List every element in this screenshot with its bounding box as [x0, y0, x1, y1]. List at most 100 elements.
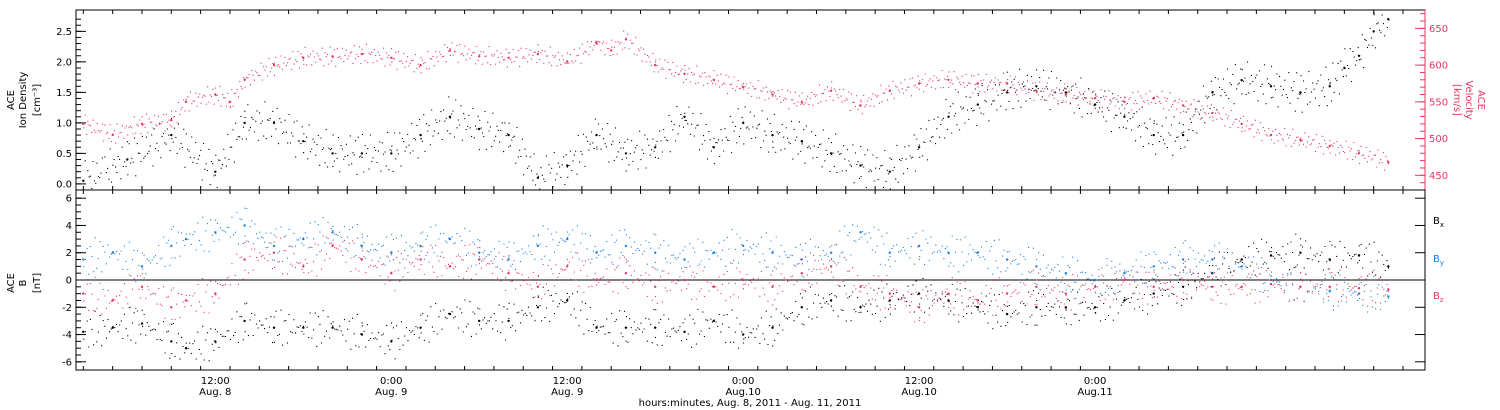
data-point — [82, 122, 85, 126]
data-point — [1064, 93, 1068, 96]
data-point — [1269, 254, 1273, 257]
series-Bz — [82, 235, 1390, 325]
density-tick-label: 1.0 — [56, 118, 72, 129]
data-point — [800, 100, 803, 104]
data-point — [1357, 254, 1361, 257]
data-point — [947, 292, 950, 295]
data-point — [1387, 295, 1390, 298]
date-tick-label: Aug.11 — [1077, 387, 1112, 398]
data-point — [566, 60, 569, 63]
data-point — [1093, 306, 1097, 309]
data-point — [654, 285, 657, 288]
field-tick-label: -6 — [62, 357, 72, 368]
data-point — [1181, 285, 1185, 288]
data-point — [360, 258, 364, 261]
data-point — [1357, 152, 1361, 155]
data-point — [742, 333, 745, 336]
data-point — [595, 41, 598, 45]
data-point — [419, 63, 422, 67]
data-point — [1152, 133, 1155, 137]
data-point — [1211, 111, 1214, 115]
date-tick-label: Aug.10 — [725, 387, 760, 398]
data-point — [272, 326, 276, 329]
field-series — [82, 207, 1390, 362]
series-By — [82, 207, 1390, 313]
data-point — [800, 306, 803, 309]
magnetic-field-panel: -6 -4 -2 0 2 4 6 ACE B [nT] Bx By Bz — [6, 189, 1444, 371]
velocity-axis-label-line2: Velocity — [1463, 80, 1474, 119]
data-point — [1328, 144, 1331, 148]
data-point — [419, 258, 422, 261]
data-point — [742, 85, 745, 89]
data-point — [624, 272, 628, 275]
data-point — [170, 306, 173, 309]
data-point — [976, 103, 979, 106]
data-point — [243, 319, 246, 323]
density-tick-label: 0.5 — [56, 149, 72, 160]
data-point — [888, 292, 891, 295]
data-point — [1035, 306, 1038, 309]
data-point — [536, 285, 540, 288]
field-axis-ticks: -6 -4 -2 0 2 4 6 — [62, 194, 1425, 368]
time-tick-label: 0:00 — [380, 376, 402, 387]
data-point — [243, 258, 246, 261]
velocity-axis-ticks: 450 500 550 600 650 — [1415, 10, 1448, 190]
data-point — [1064, 91, 1068, 94]
density-axis-label-line2: Ion Density — [18, 72, 29, 129]
velocity-tick-label: 600 — [1429, 61, 1448, 72]
data-point — [170, 244, 173, 248]
field-tick-label: 6 — [66, 194, 72, 205]
data-point — [829, 265, 833, 268]
data-point — [507, 258, 510, 261]
date-tick-label: Aug.10 — [901, 387, 936, 398]
data-point — [829, 299, 833, 302]
data-point — [1152, 285, 1155, 288]
data-point — [1269, 85, 1273, 88]
velocity-tick-label: 500 — [1429, 134, 1448, 145]
data-point — [331, 244, 334, 248]
data-point — [272, 244, 276, 248]
data-point — [1299, 251, 1302, 254]
data-point — [624, 152, 628, 155]
data-point — [1328, 85, 1331, 88]
data-point — [1387, 265, 1390, 268]
data-point — [917, 292, 921, 295]
time-tick-label: 0:00 — [732, 376, 754, 387]
velocity-tick-label: 450 — [1429, 171, 1448, 182]
legend-by: By — [1433, 254, 1444, 267]
data-point — [947, 78, 950, 82]
data-point — [1035, 265, 1038, 268]
data-point — [507, 56, 510, 59]
data-point — [1181, 278, 1185, 282]
data-point — [888, 170, 891, 173]
field-axis-label-line3: [nT] — [32, 273, 43, 293]
data-point — [595, 326, 598, 329]
data-point — [243, 121, 246, 125]
data-point — [595, 251, 598, 254]
data-point — [390, 272, 393, 275]
date-tick-label: Aug. 9 — [375, 387, 407, 398]
data-point — [360, 152, 364, 155]
data-point — [1005, 292, 1009, 295]
data-point — [683, 115, 686, 119]
field-tick-label: 0 — [66, 276, 72, 287]
data-point — [536, 244, 540, 248]
data-point — [140, 322, 144, 325]
scatter-cloud — [83, 30, 1390, 171]
data-point — [272, 63, 276, 67]
data-point — [272, 251, 276, 254]
data-point — [390, 152, 393, 155]
time-tick-label: 12:00 — [201, 376, 230, 387]
data-point — [1240, 79, 1243, 82]
data-point — [1357, 287, 1361, 290]
data-point — [390, 340, 393, 343]
data-point — [1240, 122, 1243, 126]
field-tick-label: -4 — [62, 330, 72, 341]
data-point — [771, 326, 774, 329]
data-point — [243, 224, 246, 227]
data-point — [170, 133, 173, 137]
data-point — [610, 49, 613, 52]
data-point — [917, 244, 921, 248]
legend-bz: Bz — [1433, 291, 1444, 304]
